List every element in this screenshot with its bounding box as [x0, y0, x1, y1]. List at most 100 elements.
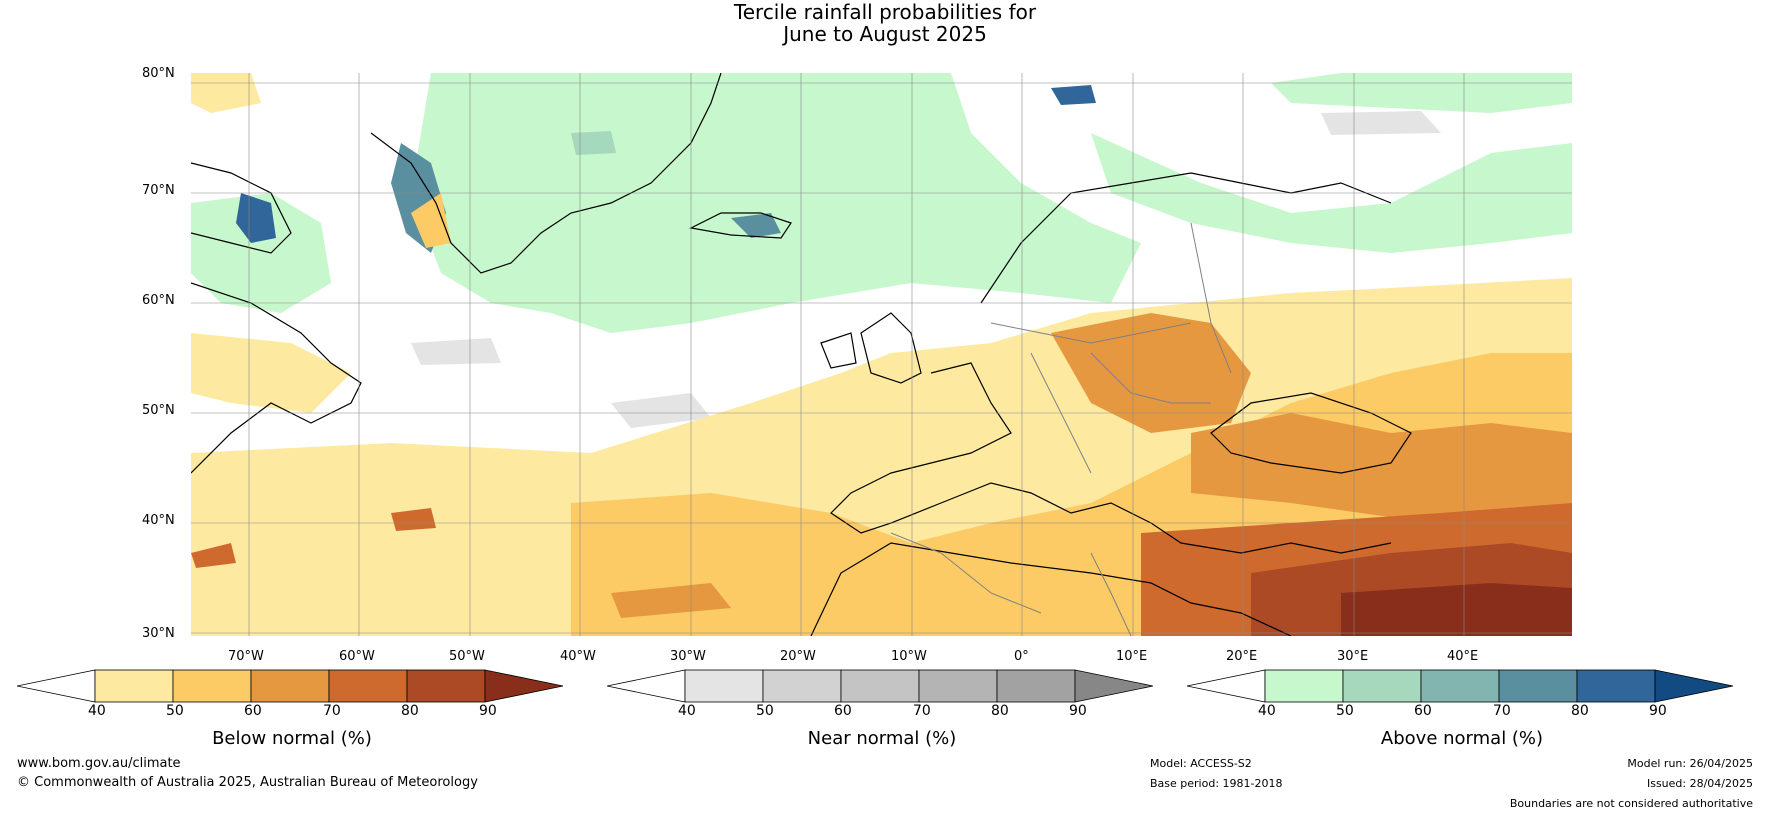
boundary-line-5: [890, 532, 1042, 614]
colorbar-near-label: Near normal (%): [807, 728, 957, 749]
lat-label-40n: 40°N: [142, 513, 175, 528]
above-normal-region-scandinavia: [1091, 133, 1572, 253]
colorbar-segment: [406, 669, 486, 703]
lon-label-50w: 50°W: [449, 649, 485, 664]
colorbar-near-tick-70: 70: [913, 703, 931, 719]
below-normal-patch-black-sea: [1191, 413, 1572, 533]
near-normal-patch-newfoundland: [411, 338, 501, 365]
colorbar-below-tick-40: 40: [88, 703, 106, 719]
boundary-line-3: [1090, 352, 1211, 404]
colorbar-segment: [1342, 669, 1422, 703]
colorbar-extend-high: [484, 669, 564, 703]
rainfall-probability-map: [191, 73, 1572, 636]
lon-label-20e: 20°E: [1226, 649, 1258, 664]
lon-label-10e: 10°E: [1116, 649, 1148, 664]
below-normal-patch-syria-iraq: [1341, 583, 1572, 636]
colorbar-extend-high: [1074, 669, 1154, 703]
colorbar-segment: [1498, 669, 1578, 703]
below-normal-patch-bermuda: [191, 543, 236, 568]
colorbar-near-tick-90: 90: [1069, 703, 1087, 719]
colorbar-below-tick-90: 90: [479, 703, 497, 719]
colorbar-near-tick-40: 40: [678, 703, 696, 719]
colorbar-above-label: Above normal (%): [1380, 728, 1544, 749]
colorbar-segment: [762, 669, 842, 703]
boundary-line-1: [990, 322, 1192, 344]
country-boundaries: [890, 222, 1232, 636]
colorbar-segment: [1264, 669, 1344, 703]
colorbar-extend-low: [607, 669, 686, 703]
below-normal-region-northwest-atlantic: [191, 333, 351, 413]
colorbar-segment: [918, 669, 998, 703]
lon-label-20w: 20°W: [780, 649, 816, 664]
colorbar-near-tick-60: 60: [834, 703, 852, 719]
footer-copyright: © Commonwealth of Australia 2025, Austra…: [17, 775, 478, 790]
near-normal-patch-arctic: [1321, 111, 1441, 135]
lat-label-50n: 50°N: [142, 403, 175, 418]
footer-model-run: Model run: 26/04/2025: [1627, 757, 1753, 770]
lon-label-30w: 30°W: [670, 649, 706, 664]
near-normal-patch-atlantic: [611, 393, 711, 428]
colorbar-below-tick-70: 70: [323, 703, 341, 719]
graticule: [191, 73, 1572, 636]
colorbar-near-normal: [607, 669, 1154, 703]
colorbar-segment: [250, 669, 330, 703]
footer-issued: Issued: 28/04/2025: [1646, 777, 1753, 790]
africa-coast: [810, 542, 1292, 636]
colorbar-extend-low: [1187, 669, 1266, 703]
below-normal-patch-atlantic: [391, 508, 436, 531]
above-normal-patch-baffin: [236, 193, 276, 243]
footer-disclaimer: Boundaries are not considered authoritat…: [1509, 797, 1753, 810]
colorbar-segment: [1576, 669, 1656, 703]
colorbar-segment: [996, 669, 1076, 703]
above-normal-region-labrador: [191, 193, 331, 313]
colorbar-extend-high: [1654, 669, 1734, 703]
boundary-line-4: [1190, 222, 1232, 374]
lon-label-60w: 60°W: [339, 649, 375, 664]
iceland-coast: [689, 212, 792, 239]
below-normal-patch-canaries: [611, 583, 731, 618]
colorbar-above-tick-40: 40: [1258, 703, 1276, 719]
colorbar-above-tick-80: 80: [1571, 703, 1589, 719]
footer-base-period: Base period: 1981-2018: [1150, 777, 1283, 790]
labrador-coast: [191, 282, 362, 474]
map-title-line1: Tercile rainfall probabilities for: [733, 0, 1037, 24]
map-title-line2: June to August 2025: [783, 22, 987, 46]
above-normal-patch-sea: [571, 131, 616, 155]
above-normal-patch-svalbard: [1051, 85, 1096, 105]
colorbar-extend-low: [17, 669, 96, 703]
scandinavia-coast: [980, 172, 1392, 304]
europe-coast: [830, 362, 1392, 554]
lon-label-0: 0°: [1014, 649, 1029, 664]
lat-label-80n: 80°N: [142, 66, 175, 81]
colorbar-above-tick-60: 60: [1414, 703, 1432, 719]
colorbar-near-tick-50: 50: [756, 703, 774, 719]
lon-label-40e: 40°E: [1447, 649, 1479, 664]
colorbar-segment: [1420, 669, 1500, 703]
colorbar-above-normal: [1187, 669, 1734, 703]
colorbar-below-tick-50: 50: [166, 703, 184, 719]
black-sea-coast: [1210, 392, 1412, 474]
ireland-coast: [820, 332, 857, 369]
lat-label-70n: 70°N: [142, 183, 175, 198]
colorbar-below-tick-80: 80: [401, 703, 419, 719]
colorbar-near-tick-80: 80: [991, 703, 1009, 719]
colorbar-above-tick-90: 90: [1649, 703, 1667, 719]
boundary-line-6: [1090, 552, 1132, 636]
colorbar-segment: [328, 669, 408, 703]
colorbar-segment: [172, 669, 252, 703]
colorbar-above-tick-70: 70: [1493, 703, 1511, 719]
colorbar-segment: [94, 669, 174, 703]
lon-label-10w: 10°W: [891, 649, 927, 664]
colorbar-below-tick-60: 60: [244, 703, 262, 719]
colorbar-segment: [684, 669, 764, 703]
lon-label-40w: 40°W: [560, 649, 596, 664]
colorbar-below-normal: [17, 669, 564, 703]
colorbar-above-tick-50: 50: [1336, 703, 1354, 719]
baffin-coast: [191, 162, 292, 254]
above-normal-patch-iceland: [731, 213, 781, 238]
lat-label-60n: 60°N: [142, 293, 175, 308]
colorbar-segment: [840, 669, 920, 703]
britain-coast: [860, 312, 922, 384]
colorbar-below-label: Below normal (%): [212, 728, 372, 749]
lon-label-70w: 70°W: [228, 649, 264, 664]
